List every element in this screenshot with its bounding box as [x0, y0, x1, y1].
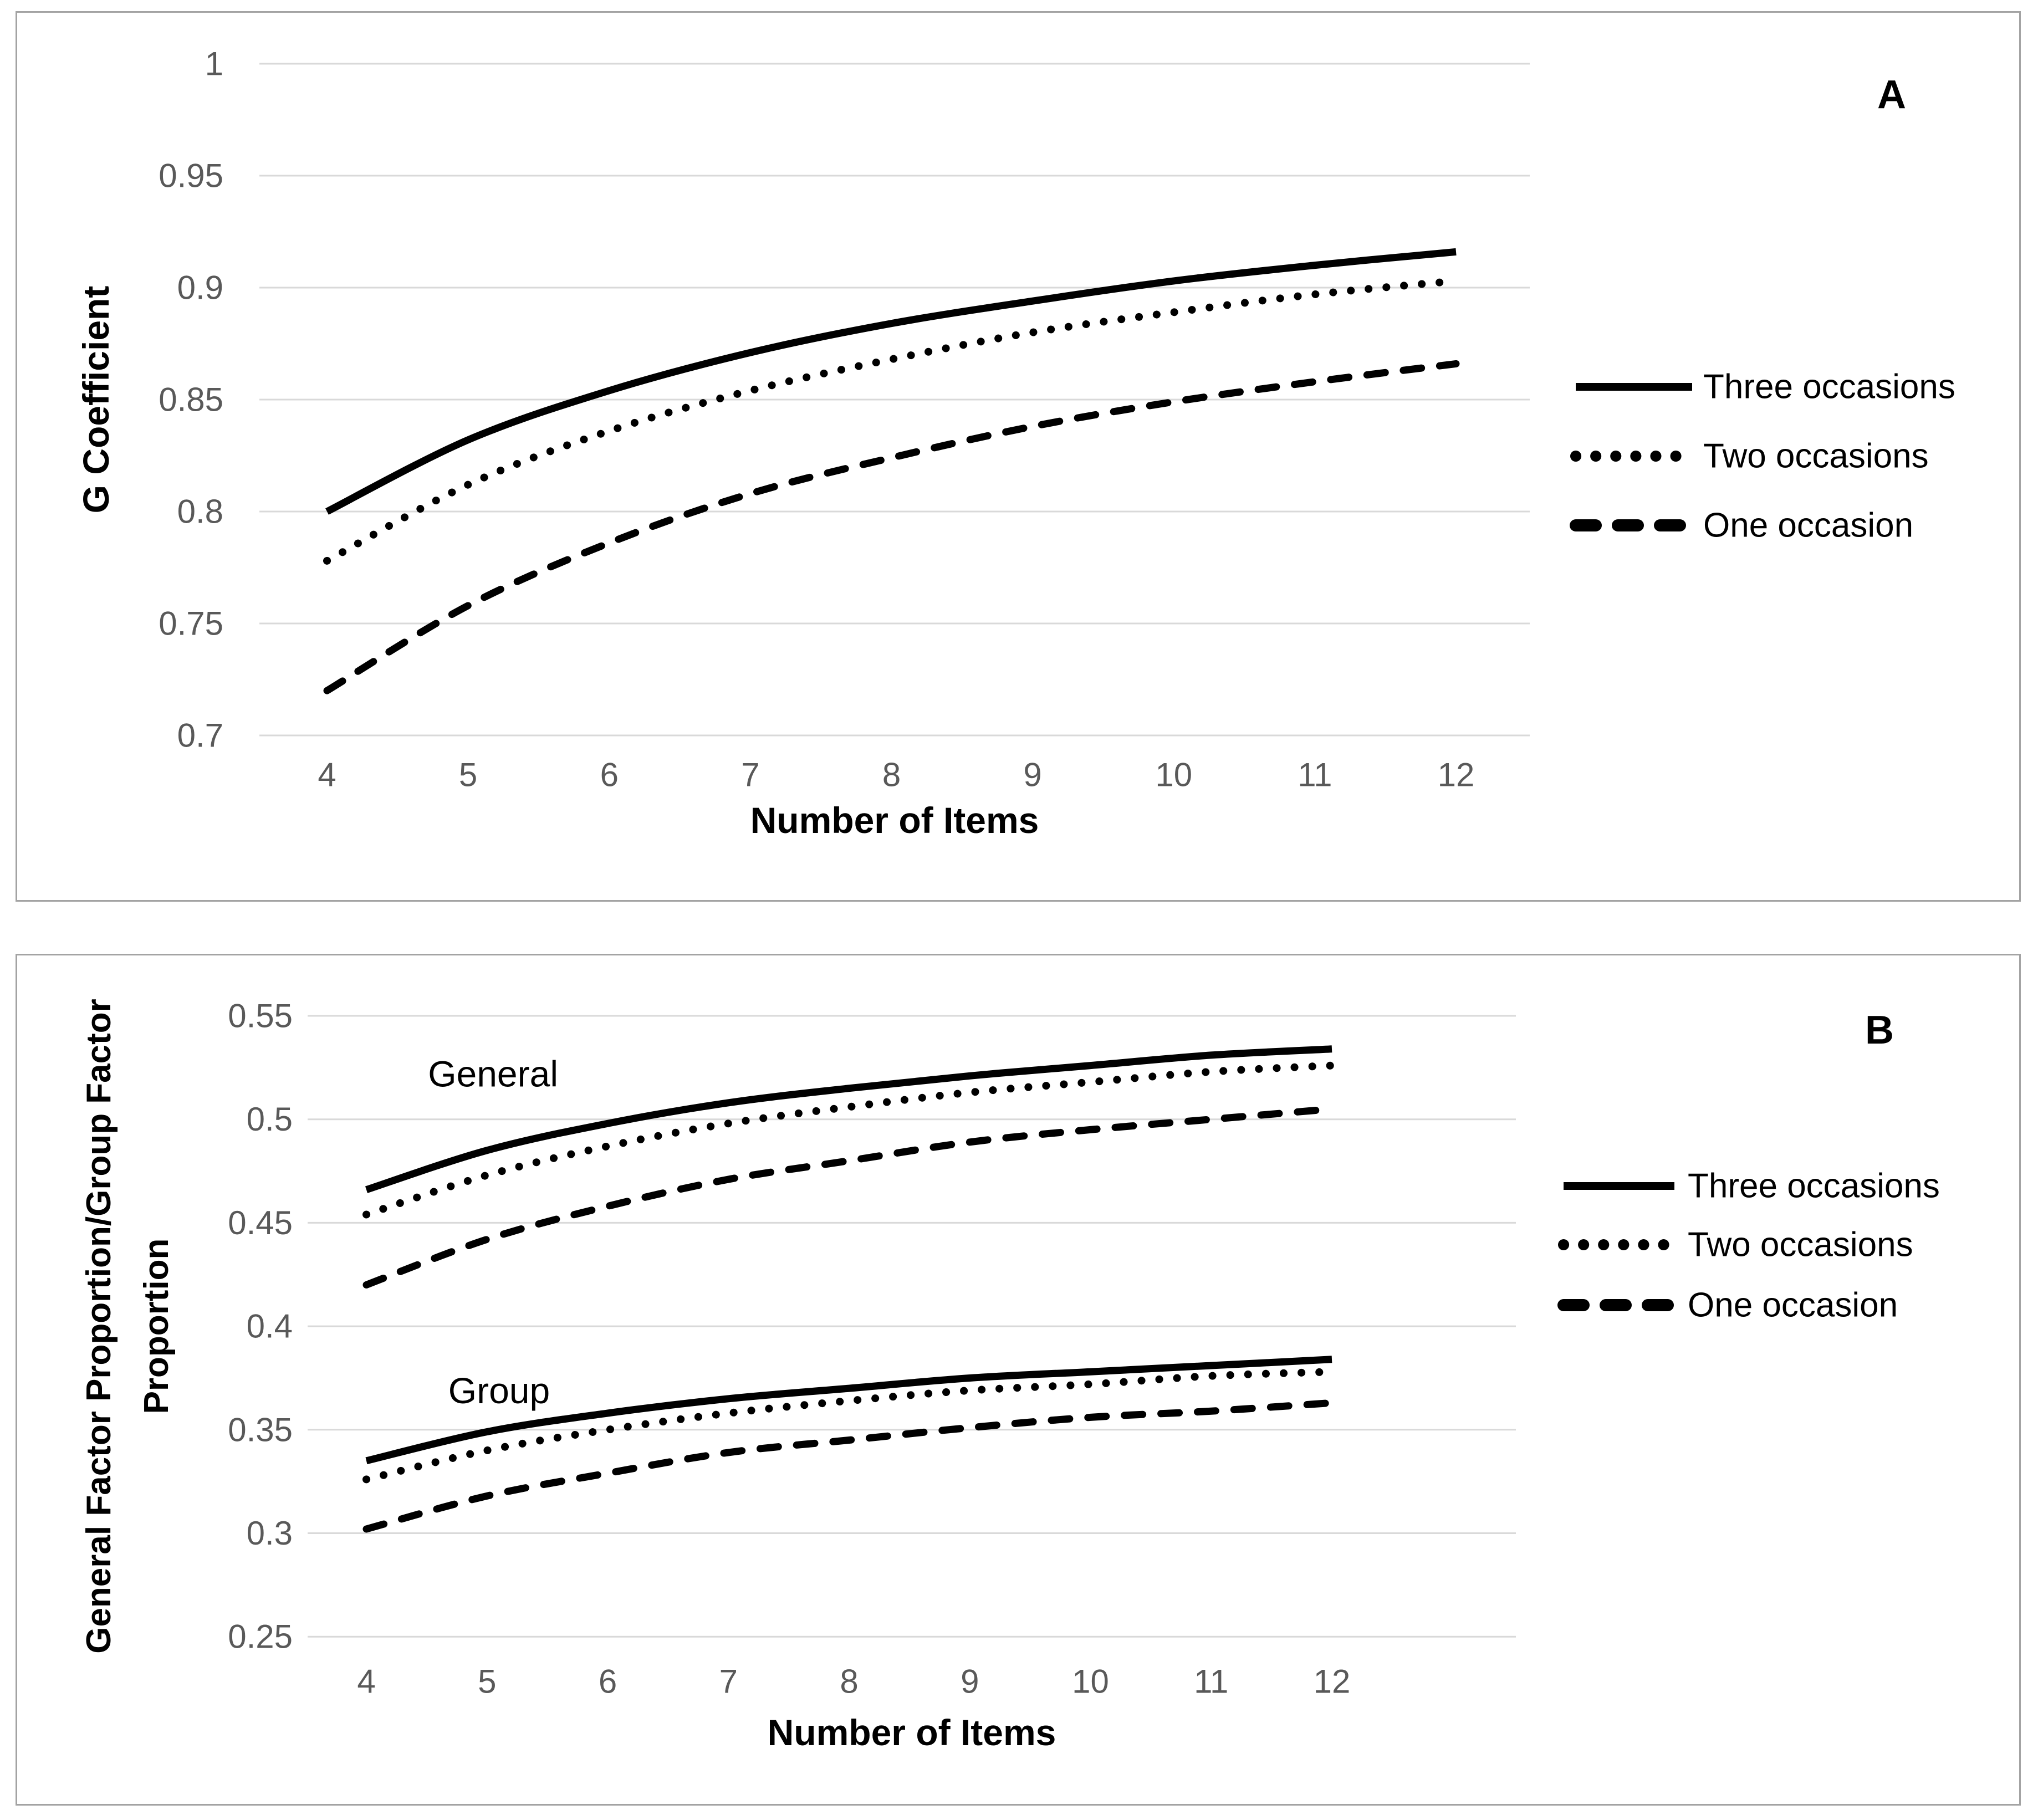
x-tick-label: 9 [1023, 756, 1041, 794]
series-general-three-occasions-line [365, 1045, 1332, 1193]
x-tick-label: 8 [882, 756, 901, 794]
y-tick-label: 0.25 [228, 1618, 293, 1655]
y-tick-label: 0.5 [247, 1101, 293, 1138]
legend-label-one-occasion: One occasion [1688, 1286, 1898, 1325]
x-tick-label: 8 [840, 1663, 858, 1700]
panel-letter-b: B [1865, 1008, 1894, 1052]
y-tick-label: 0.95 [159, 157, 223, 195]
legend-label-three-occasions: Three occasions [1688, 1167, 1940, 1205]
y-tick-label: 0.35 [228, 1411, 293, 1448]
x-tick-label: 5 [459, 756, 477, 794]
y-axis-title: General Factor Proportion/Group Factor [80, 999, 118, 1654]
y-tick-label: 0.7 [177, 717, 223, 754]
chart-b-svg: 0.55 0.5 0.45 0.4 0.35 0.3 0.25 4 5 6 7 8 9 10 11 12 Gen… [80, 998, 1940, 1753]
y-tick-label: 0.4 [247, 1308, 293, 1345]
y-tick-label: 1 [205, 45, 223, 83]
series-two-occasions-line [323, 277, 1460, 565]
legend-label-two-occasions: Two occasions [1688, 1226, 1913, 1264]
x-tick-label: 6 [599, 1663, 617, 1700]
x-tick-label: 6 [600, 756, 619, 794]
chart-a-svg: 1 0.95 0.9 0.85 0.8 0.75 0.7 4 5 6 7 8 9 10 11 12 G Coef… [75, 45, 1955, 841]
y-axis-title: G Coefficient [75, 286, 116, 514]
x-axis-title: Number of Items [768, 1712, 1056, 1753]
x-tick-label: 12 [1438, 756, 1475, 794]
y-tick-label: 0.9 [177, 269, 223, 306]
annotation-general: General [428, 1054, 558, 1095]
x-tick-label: 12 [1314, 1663, 1351, 1700]
x-tick-label: 10 [1155, 756, 1192, 794]
series-one-occasion-line [323, 360, 1460, 694]
series-group-one-occasion-line [362, 1399, 1336, 1533]
x-tick-label: 4 [318, 756, 336, 794]
series-general-one-occasion-line [362, 1105, 1336, 1289]
panel-letter-a: A [1877, 73, 1906, 117]
legend-label-one-occasion: One occasion [1703, 507, 1913, 545]
y-tick-label: 0.3 [247, 1515, 293, 1552]
series-general-two-occasions-line [362, 1061, 1336, 1219]
y-tick-label: 0.45 [228, 1204, 293, 1241]
x-tick-label: 7 [741, 756, 759, 794]
series-group-two-occasions-line [362, 1368, 1336, 1484]
y-tick-label: 0.55 [228, 998, 293, 1035]
panel-a: 1 0.95 0.9 0.85 0.8 0.75 0.7 4 5 6 7 8 9 10 11 12 G Coef… [16, 11, 2021, 902]
y-tick-label: 0.8 [177, 493, 223, 530]
series-group-three-occasions-line [365, 1356, 1332, 1465]
x-tick-label: 10 [1072, 1663, 1109, 1700]
y-axis-title: Proportion [137, 1239, 176, 1414]
x-tick-label: 7 [719, 1663, 738, 1700]
x-tick-label: 11 [1298, 756, 1332, 794]
series-three-occasions-line [325, 248, 1457, 515]
y-tick-label: 0.75 [159, 605, 223, 642]
y-tick-label: 0.85 [159, 381, 223, 418]
x-tick-label: 5 [478, 1663, 496, 1700]
panel-b: 0.55 0.5 0.45 0.4 0.35 0.3 0.25 4 5 6 7 8 9 10 11 12 Gen… [16, 954, 2021, 1806]
x-tick-label: 9 [961, 1663, 979, 1700]
x-axis-title: Number of Items [750, 800, 1039, 841]
annotation-group: Group [448, 1370, 550, 1411]
legend-label-two-occasions: Two occasions [1703, 437, 1929, 476]
x-tick-label: 11 [1194, 1663, 1228, 1700]
legend-label-three-occasions: Three occasions [1703, 368, 1955, 406]
x-tick-label: 4 [357, 1663, 375, 1700]
